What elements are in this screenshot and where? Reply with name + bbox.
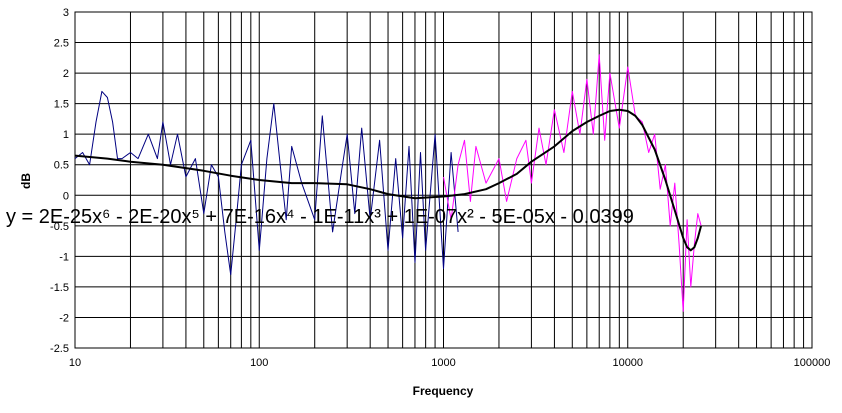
y-tick-label: -0.5 — [50, 221, 69, 233]
y-tick-label: 3 — [63, 7, 69, 19]
y-tick-label: 1 — [63, 129, 69, 141]
y-tick-labels: 3 2.5 2 1.5 1 0.5 0 -0.5 -1 -1.5 -2 -2.5 — [50, 7, 69, 355]
y-tick-label: 0.5 — [54, 160, 69, 172]
trendline-equation: y = 2E-25x⁶ - 2E-20x⁵ + 7E-16x⁴ - 1E-11x… — [6, 206, 634, 228]
grid — [74, 11, 813, 349]
x-tick-label: 100000 — [794, 357, 831, 369]
y-tick-label: 1.5 — [54, 99, 69, 111]
x-tick-labels: 10 100 1000 10000 100000 — [69, 357, 830, 369]
y-tick-label: 2 — [63, 68, 69, 80]
y-axis-title: dB — [19, 173, 33, 189]
series-line-1 — [74, 90, 459, 276]
x-tick-label: 1000 — [431, 357, 455, 369]
y-tick-label: -2.5 — [50, 343, 69, 355]
x-tick-label: 10000 — [612, 357, 643, 369]
y-tick-label: -1.5 — [50, 282, 69, 294]
y-tick-label: 2.5 — [54, 38, 69, 50]
x-axis-title: Frequency — [413, 384, 474, 398]
series-line-3 — [74, 108, 703, 252]
x-tick-label: 100 — [250, 357, 268, 369]
series-line-2 — [443, 54, 702, 312]
x-tick-label: 10 — [69, 357, 81, 369]
y-tick-label: -2 — [59, 312, 69, 324]
series-layer — [74, 54, 703, 312]
y-tick-label: -1 — [59, 251, 69, 263]
y-tick-label: 0 — [63, 190, 69, 202]
